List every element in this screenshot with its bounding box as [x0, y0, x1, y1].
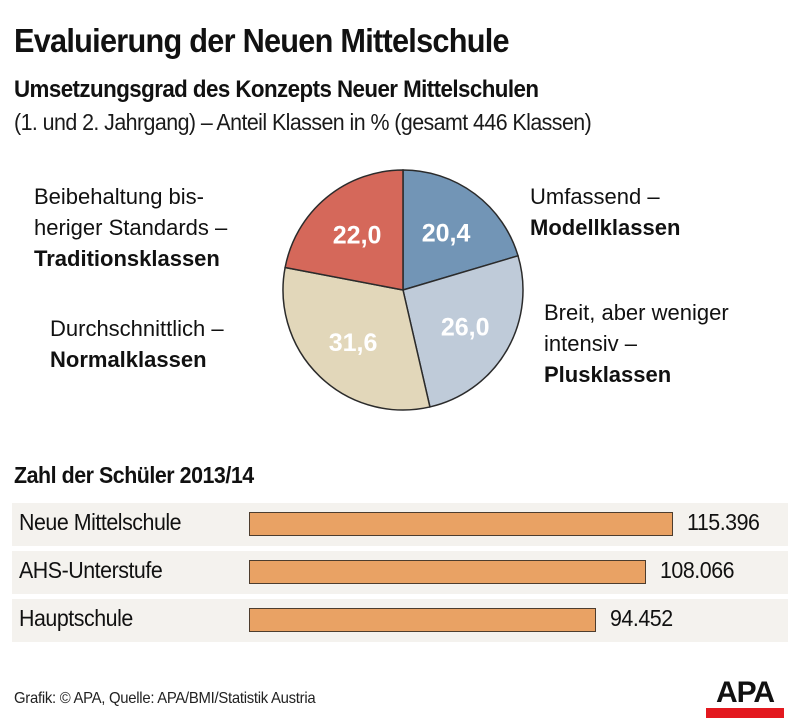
label-plusklassen: Breit, aber weniger intensiv – Plusklass…: [544, 297, 729, 390]
bar-category-label: AHS-Unterstufe: [19, 557, 163, 583]
label-bold: Normalklassen: [50, 347, 207, 372]
bar-row: Hauptschule 94.452: [12, 599, 788, 642]
bar-chart-title: Zahl der Schüler 2013/14: [14, 462, 254, 488]
label-modellklassen: Umfassend – Modellklassen: [530, 181, 680, 243]
label-traditionsklassen: Beibehaltung bis- heriger Standards – Tr…: [34, 181, 227, 274]
pie-value-label: 20,4: [422, 219, 471, 247]
label-normalklassen: Durchschnittlich – Normalklassen: [50, 313, 224, 375]
label-bold: Modellklassen: [530, 215, 681, 240]
pie-value-label: 22,0: [333, 222, 382, 250]
bar-value-label: 115.396: [687, 509, 760, 535]
bar-value-label: 94.452: [610, 605, 673, 631]
pie-slice-normalklassen: [282, 266, 431, 411]
pie-slice-modellklassen: [402, 169, 519, 292]
pie-slice-traditionsklassen: [284, 169, 404, 291]
apa-logo: APA: [706, 676, 784, 718]
bar: [249, 512, 673, 536]
bar: [249, 608, 596, 632]
logo-stripe: [706, 708, 784, 718]
bar: [249, 560, 646, 584]
label-bold: Plusklassen: [544, 362, 672, 387]
label-line: Umfassend –: [530, 184, 660, 209]
label-line: Durchschnittlich –: [50, 316, 224, 341]
pie-subtitle: Umsetzungsgrad des Konzepts Neuer Mittel…: [14, 76, 539, 103]
label-line: heriger Standards –: [34, 215, 228, 240]
pie-value-label: 26,0: [441, 313, 490, 341]
bar-row: Neue Mittelschule 115.396: [12, 503, 788, 546]
bar-value-label: 108.066: [660, 557, 735, 583]
label-bold: Traditionsklassen: [34, 246, 220, 271]
bar-category-label: Hauptschule: [19, 605, 133, 631]
label-line: intensiv –: [544, 331, 637, 356]
logo-text: APA: [715, 676, 775, 709]
label-line: Beibehaltung bis-: [34, 184, 205, 209]
bar-row: AHS-Unterstufe 108.066: [12, 551, 788, 594]
chart-title: Evaluierung der Neuen Mittelschule: [14, 22, 510, 59]
pie-description: (1. und 2. Jahrgang) – Anteil Klassen in…: [14, 109, 592, 135]
pie-value-label: 31,6: [329, 329, 378, 357]
source-credit: Grafik: © APA, Quelle: APA/BMI/Statistik…: [14, 690, 316, 707]
pie-chart: 20,4 26,0 31,6 22,0: [282, 169, 524, 411]
pie-slice-plusklassen: [402, 254, 524, 408]
label-line: Breit, aber weniger: [544, 300, 729, 325]
bar-category-label: Neue Mittelschule: [19, 509, 182, 535]
